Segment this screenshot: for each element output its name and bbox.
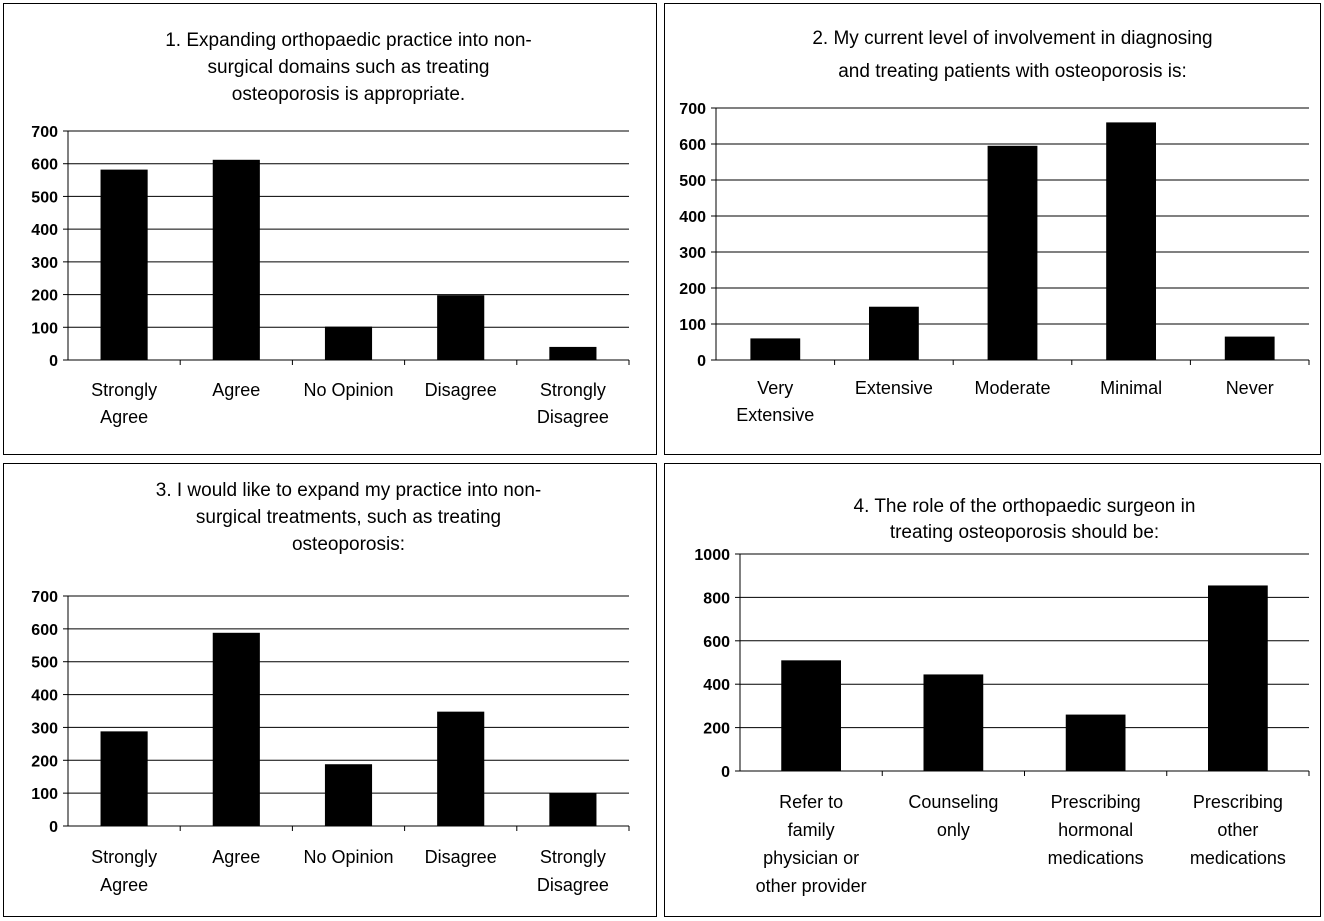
x-category-label: Never <box>1226 378 1274 398</box>
y-tick-label: 100 <box>31 786 58 803</box>
bar <box>987 145 1038 360</box>
y-tick-label: 200 <box>31 753 58 770</box>
bar <box>212 632 260 826</box>
chart-title-line: surgical treatments, such as treating <box>196 507 501 528</box>
y-tick-label: 200 <box>31 288 58 305</box>
bar <box>212 159 260 360</box>
bar <box>781 660 841 771</box>
x-category-label: Prescribing hormonal medications <box>1048 792 1144 868</box>
chart-3: 3. I would like to expand my practice in… <box>31 480 630 895</box>
y-tick-label: 300 <box>31 255 58 272</box>
chart-title-line: surgical domains such as treating <box>208 57 490 78</box>
x-category-label: Strongly Agree <box>91 380 157 427</box>
bar <box>750 338 801 360</box>
bar <box>1208 585 1268 771</box>
y-tick-label: 800 <box>703 590 730 607</box>
y-tick-label: 500 <box>31 189 58 206</box>
y-tick-label: 0 <box>697 353 706 370</box>
y-tick-label: 700 <box>679 101 706 118</box>
x-category-label: Agree <box>212 380 260 400</box>
y-tick-label: 1000 <box>694 547 730 564</box>
x-category-label: Extensive <box>855 378 933 398</box>
y-tick-label: 100 <box>31 320 58 337</box>
bar <box>437 295 485 360</box>
y-tick-label: 400 <box>703 677 730 694</box>
x-category-label: Moderate <box>974 378 1050 398</box>
bar <box>1106 122 1157 361</box>
chart-panel-3: 3. I would like to expand my practice in… <box>3 463 657 917</box>
y-tick-label: 500 <box>679 173 706 190</box>
bar <box>324 764 373 826</box>
chart-1: 1. Expanding orthopaedic practice into n… <box>31 30 630 427</box>
bar <box>1065 714 1126 771</box>
chart-2: 2. My current level of involvement in di… <box>679 28 1310 425</box>
x-category-label: Refer to family physician or other provider <box>756 792 867 896</box>
y-tick-label: 0 <box>721 764 730 781</box>
chart-title-line: 1. Expanding orthopaedic practice into n… <box>165 30 532 51</box>
chart-title-line: and treating patients with osteoporosis … <box>838 61 1187 82</box>
y-tick-label: 700 <box>31 589 58 606</box>
y-tick-label: 600 <box>703 634 730 651</box>
chart-panel-1: 1. Expanding orthopaedic practice into n… <box>3 3 657 455</box>
bar <box>100 731 148 826</box>
y-tick-label: 500 <box>31 655 58 672</box>
x-category-label: Minimal <box>1100 378 1162 398</box>
bar <box>549 793 597 826</box>
chart-title-line: treating osteoporosis should be: <box>890 522 1159 543</box>
chart-title-line: 2. My current level of involvement in di… <box>812 28 1212 49</box>
bar <box>549 346 597 360</box>
y-tick-label: 600 <box>679 137 706 154</box>
bar <box>324 326 373 360</box>
y-tick-label: 200 <box>679 281 706 298</box>
y-tick-label: 700 <box>31 124 58 141</box>
bar <box>923 674 984 771</box>
x-category-label: Disagree <box>425 847 497 867</box>
y-tick-label: 400 <box>31 222 58 239</box>
y-tick-label: 600 <box>31 622 58 639</box>
y-tick-label: 300 <box>679 245 706 262</box>
x-category-label: Strongly Disagree <box>537 380 609 427</box>
bar <box>100 169 148 360</box>
chart-title-line: osteoporosis: <box>292 534 405 555</box>
chart-panel-2: 2. My current level of involvement in di… <box>664 3 1321 455</box>
y-tick-label: 200 <box>703 721 730 738</box>
x-category-label: No Opinion <box>303 380 393 400</box>
x-category-label: Strongly Disagree <box>537 847 609 895</box>
bar <box>868 306 919 360</box>
x-category-label: No Opinion <box>303 847 393 867</box>
chart-title-line: 3. I would like to expand my practice in… <box>156 480 541 501</box>
y-tick-label: 400 <box>31 688 58 705</box>
x-category-label: Agree <box>212 847 260 867</box>
x-category-label: Counseling only <box>908 792 998 840</box>
x-category-label: Strongly Agree <box>91 847 157 895</box>
chart-title-line: 4. The role of the orthopaedic surgeon i… <box>854 496 1196 517</box>
chart-title-line: osteoporosis is appropriate. <box>232 84 465 105</box>
x-category-label: Prescribing other medications <box>1190 792 1286 868</box>
x-category-label: Very Extensive <box>736 378 814 425</box>
chart-panel-4: 4. The role of the orthopaedic surgeon i… <box>664 463 1321 917</box>
x-category-label: Disagree <box>425 380 497 400</box>
chart-4: 4. The role of the orthopaedic surgeon i… <box>694 496 1310 896</box>
bar <box>437 711 485 826</box>
y-tick-label: 400 <box>679 209 706 226</box>
y-tick-label: 300 <box>31 720 58 737</box>
y-tick-label: 600 <box>31 157 58 174</box>
y-tick-label: 100 <box>679 317 706 334</box>
y-tick-label: 0 <box>49 353 58 370</box>
y-tick-label: 0 <box>49 819 58 836</box>
bar <box>1224 336 1275 360</box>
